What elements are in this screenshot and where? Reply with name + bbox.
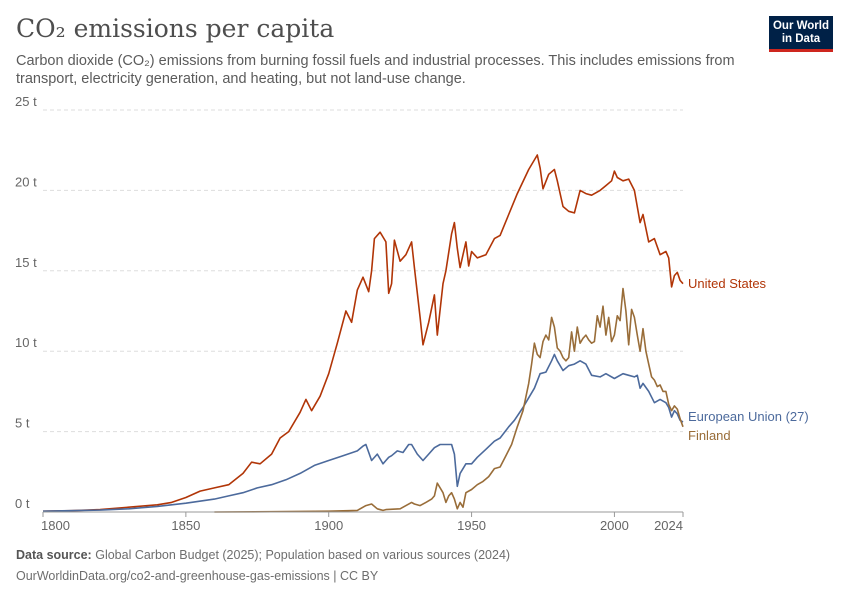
y-tick-label: 0 t: [15, 496, 30, 511]
logo-line-1: Our World: [772, 20, 829, 32]
x-tick-label: 2000: [600, 518, 629, 533]
series-line[interactable]: [42, 353, 684, 512]
series-labels: United States European Union (27) Finland: [688, 276, 809, 443]
series-label[interactable]: Finland: [688, 428, 731, 443]
x-tick-label: 1800: [41, 518, 70, 533]
line-chart: 0 t 5 t 10 t 15 t 20 t 25 t 1800 1850 1900 1950 20…: [15, 94, 809, 533]
series-line[interactable]: [214, 287, 684, 513]
series-lines: [42, 154, 684, 513]
x-tick-label: 1900: [314, 518, 343, 533]
y-tick-label: 20 t: [15, 174, 37, 189]
source-label: Data source:: [16, 548, 92, 562]
x-tick-label: 1950: [457, 518, 486, 533]
logo-line-2: in Data: [781, 33, 821, 45]
y-tick-label: 10 t: [15, 335, 37, 350]
series-label[interactable]: European Union (27): [688, 409, 809, 424]
y-tick-label: 25 t: [15, 94, 37, 109]
y-tick-label: 15 t: [15, 255, 37, 270]
axes: 0 t 5 t 10 t 15 t 20 t 25 t 1800 1850 1900 1950 20…: [15, 94, 684, 533]
y-tick-label: 5 t: [15, 416, 30, 431]
chart-subtitle: Carbon dioxide (CO₂) emissions from burn…: [16, 53, 735, 87]
grid-lines: [43, 109, 683, 433]
data-source: Data source: Global Carbon Budget (2025)…: [16, 548, 510, 562]
chart-title: CO₂ emissions per capita: [16, 14, 335, 43]
owid-logo[interactable]: Our World in Data: [769, 16, 833, 52]
series-line[interactable]: [42, 154, 684, 512]
source-text: Global Carbon Budget (2025); Population …: [95, 548, 511, 562]
source-url[interactable]: OurWorldinData.org/co2-and-greenhouse-ga…: [16, 569, 379, 583]
x-tick-label: 2024: [654, 518, 683, 533]
x-tick-label: 1850: [171, 518, 200, 533]
series-label[interactable]: United States: [688, 276, 767, 291]
